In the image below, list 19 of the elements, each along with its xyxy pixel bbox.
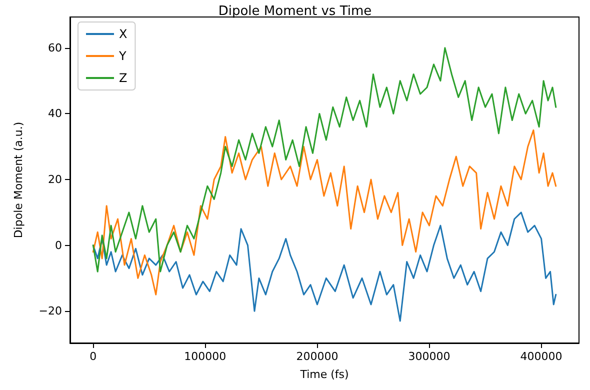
y-tick-label: −20	[38, 304, 62, 318]
legend-label: Z	[119, 71, 128, 85]
x-axis-title: Time (fs)	[299, 368, 349, 381]
y-tick-label: 20	[48, 173, 62, 186]
x-tick-label: 100000	[184, 350, 226, 363]
legend-label: Y	[118, 49, 127, 63]
x-tick-label: 0	[90, 350, 97, 363]
x-tick-label: 400000	[520, 350, 562, 363]
y-tick-label: 60	[48, 41, 62, 54]
legend-label: X	[119, 27, 128, 41]
line-series	[92, 129, 557, 296]
y-axis-title: Dipole Moment (a.u.)	[12, 122, 25, 238]
line-series	[92, 212, 557, 322]
line-series	[92, 47, 557, 272]
y-tick-label: 0	[55, 238, 62, 252]
x-tick-label: 300000	[408, 350, 450, 363]
chart-title: Dipole Moment vs Time	[218, 4, 372, 19]
y-tick-label: 40	[48, 107, 62, 120]
x-tick-label: 200000	[296, 350, 338, 363]
